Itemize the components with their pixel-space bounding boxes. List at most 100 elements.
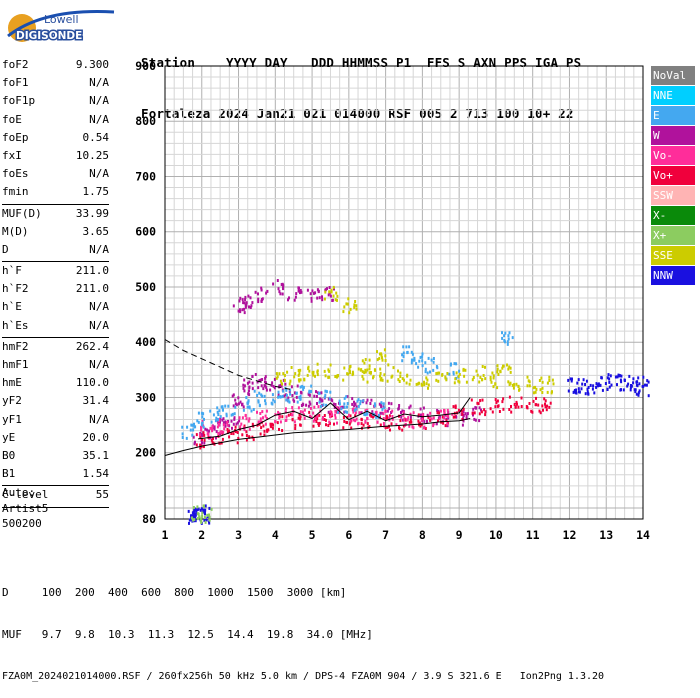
echo-point [507,380,510,384]
echo-point [245,434,248,437]
echo-point [263,433,266,437]
echo-point [274,419,277,423]
param-row: yE 20.0 [2,431,109,449]
echo-point [509,366,512,370]
echo-point [364,358,367,361]
echo-point [398,427,401,431]
echo-point [261,410,264,414]
echo-point [600,376,603,380]
echo-point [346,302,349,306]
echo-point [308,369,311,373]
echo-point [238,308,241,312]
echo-point [542,408,544,412]
echo-point [321,404,324,407]
echo-point [289,392,292,396]
echo-point [474,418,477,422]
echo-point [390,375,393,379]
echo-point [279,379,282,383]
echo-point [492,374,495,378]
echo-point [191,514,194,518]
param-value: 3.65 [82,224,110,238]
echo-point [223,427,226,431]
echo-point [432,424,435,428]
echo-point [328,286,331,289]
echo-point [308,400,311,404]
echo-point [254,290,257,294]
echo-point [512,386,515,390]
echo-point [361,359,364,363]
echo-point [329,390,332,394]
echo-point [368,367,371,371]
echo-point [379,352,381,356]
echo-point [296,384,299,388]
echo-point [242,301,245,305]
echo-point [404,422,407,426]
param-row: C-level 55 [2,488,109,506]
echo-point [188,521,190,525]
echo-point [627,382,630,386]
echo-point [516,402,518,406]
echo-point [322,416,324,419]
echo-point [284,382,287,386]
echo-point [242,408,245,412]
echo-point [354,419,357,423]
footer-distance-line: D 100 200 400 600 800 1000 1500 3000 [km… [2,586,347,599]
echo-point [508,408,511,411]
echo-point [317,423,320,427]
echo-point [638,389,641,393]
echo-point [262,424,265,428]
echo-point [276,375,279,379]
echo-point [269,424,272,428]
echo-point [248,380,251,384]
echo-point [452,405,455,409]
echo-point [291,394,294,397]
auto-version: 500200 [2,517,42,530]
echo-point [311,371,314,375]
echo-point [586,390,589,394]
echo-point [375,415,378,419]
param-value: N/A [89,76,109,90]
echo-point [290,366,293,369]
param-name: yF2 [2,394,22,408]
echo-point [379,411,382,415]
echo-point [334,409,337,413]
echo-point [196,505,199,509]
echo-point [204,512,206,516]
echo-point [343,405,346,409]
echo-point [616,383,618,387]
echo-point [201,441,203,445]
echo-point [295,395,298,399]
echo-point [381,356,383,360]
echo-point [222,430,225,434]
echo-point [482,374,485,377]
echo-point [501,336,504,340]
echo-point [408,420,411,424]
echo-point [202,412,205,416]
echo-point [243,307,246,311]
echo-point [513,383,516,387]
echo-point [601,388,604,392]
echo-point [318,421,321,425]
echo-point [541,380,544,384]
echo-point [534,385,537,389]
echo-point [250,409,253,413]
echo-point [232,404,235,408]
echo-point [348,413,350,417]
echo-point [575,388,578,392]
echo-point [316,417,319,421]
echo-point [353,303,356,307]
echo-point [495,401,498,404]
echo-point [422,406,425,410]
echo-point [419,413,422,417]
echo-point [264,375,267,379]
echo-point [401,359,404,363]
echo-point [473,417,476,421]
echo-point [201,419,204,423]
param-value: N/A [89,242,109,256]
param-name: MUF(D) [2,206,42,220]
echo-point [532,386,535,390]
echo-point [410,361,413,365]
echo-point [491,410,494,414]
echo-point [281,415,284,419]
echo-point [400,411,402,414]
